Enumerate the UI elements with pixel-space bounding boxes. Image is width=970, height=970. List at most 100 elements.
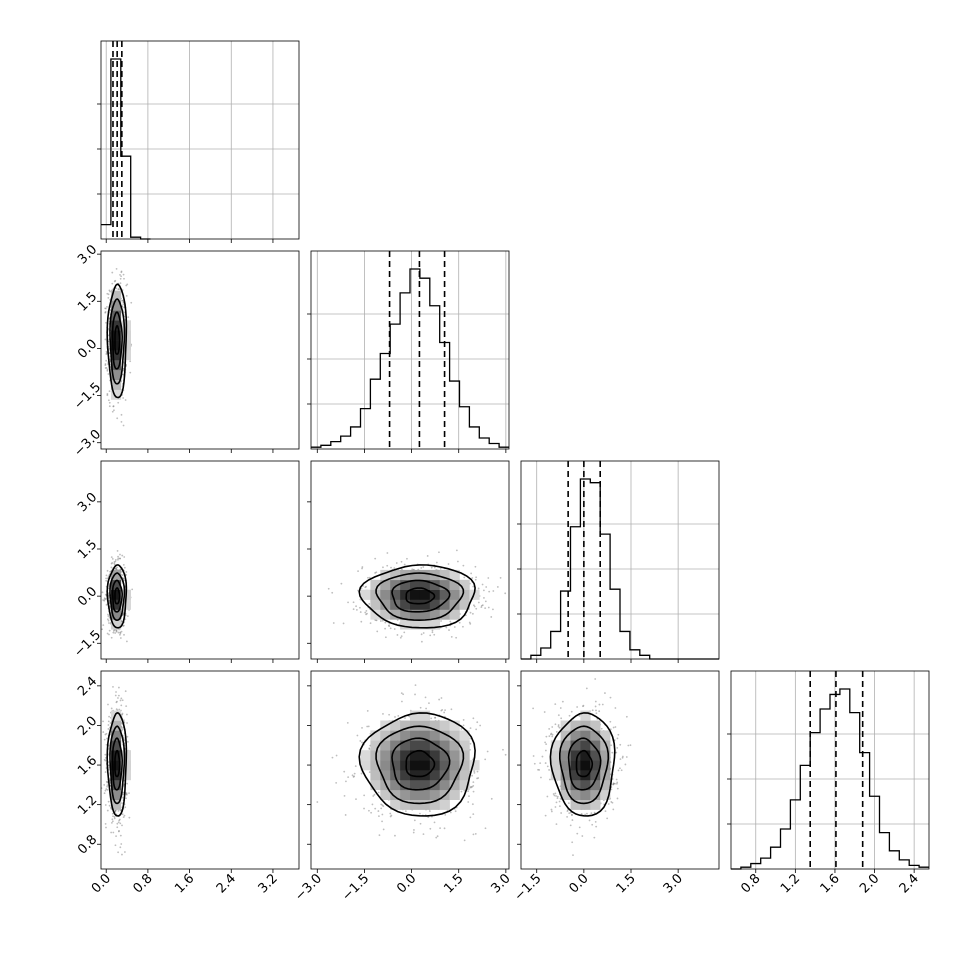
scatter-point xyxy=(388,625,391,628)
density-cell xyxy=(110,389,122,400)
scatter-point xyxy=(110,556,113,558)
scatter-point xyxy=(625,756,628,758)
scatter-point xyxy=(108,405,111,408)
scatter-point xyxy=(492,608,494,611)
scatter-point xyxy=(428,702,430,704)
scatter-point xyxy=(598,710,601,713)
scatter-point xyxy=(440,697,443,699)
scatter-point xyxy=(569,811,572,814)
scatter-point xyxy=(327,587,330,590)
scatter-point xyxy=(475,728,478,731)
density-cell xyxy=(600,730,611,741)
y-tick-label: −3.0 xyxy=(71,427,104,460)
scatter-point xyxy=(578,714,581,717)
scatter-point xyxy=(375,619,378,622)
scatter-point xyxy=(119,846,122,849)
density-cell xyxy=(410,619,421,630)
scatter-point xyxy=(102,599,105,601)
density-cell xyxy=(580,799,591,810)
scatter-point xyxy=(118,818,121,821)
density-cell xyxy=(110,569,122,581)
density-cell xyxy=(550,770,561,781)
scatter-point xyxy=(595,825,598,828)
density-panel-0-3: 0.0 0.8 1.6 2.4 3.2 0.8 1.2 1.6 2.0 2.4 xyxy=(75,670,300,896)
scatter-point xyxy=(115,287,118,290)
scatter-point xyxy=(105,321,107,324)
density-cell xyxy=(419,760,431,771)
scatter-point xyxy=(360,772,363,775)
density-cell xyxy=(449,579,460,590)
scatter-point xyxy=(558,805,561,808)
scatter-point xyxy=(568,714,571,717)
scatter-point xyxy=(473,772,476,774)
density-cell xyxy=(110,379,122,390)
density-cell xyxy=(370,730,381,741)
scatter-point xyxy=(118,819,121,822)
scatter-point xyxy=(117,555,119,558)
contour-line xyxy=(391,579,451,613)
scatter-point xyxy=(370,811,373,814)
scatter-point xyxy=(580,813,583,815)
scatter-point xyxy=(123,814,126,817)
scatter-point xyxy=(467,790,470,793)
scatter-point xyxy=(125,574,128,576)
density-cell xyxy=(419,720,431,731)
histogram-step-line xyxy=(731,688,929,870)
scatter-point xyxy=(332,622,335,624)
density-cell xyxy=(459,599,470,610)
density-cell xyxy=(439,740,450,751)
density-cell xyxy=(429,770,440,781)
x-tick-label: 2.0 xyxy=(857,871,882,896)
scatter-point xyxy=(394,716,396,718)
density-cell xyxy=(590,799,601,810)
scatter-point xyxy=(471,577,474,579)
density-cell xyxy=(560,750,571,761)
density-cell xyxy=(410,710,421,721)
contour-line xyxy=(358,712,476,817)
density-cell xyxy=(419,579,431,590)
density-cell xyxy=(410,760,421,771)
scatter-point xyxy=(615,751,618,754)
scatter-point xyxy=(361,567,363,570)
scatter-point xyxy=(104,307,106,310)
scatter-point xyxy=(123,633,125,636)
scatter-point xyxy=(595,709,597,712)
scatter-point xyxy=(109,290,111,293)
scatter-point xyxy=(457,560,459,563)
scatter-point xyxy=(429,634,432,637)
scatter-point xyxy=(401,700,403,703)
scatter-point xyxy=(450,708,453,711)
density-cell xyxy=(459,730,470,741)
scatter-point xyxy=(532,755,535,757)
scatter-point xyxy=(468,795,470,798)
density-panel-2-3: −1.5 0.0 1.5 3.0 xyxy=(512,670,720,904)
scatter-point xyxy=(395,562,398,564)
scatter-point xyxy=(106,632,109,635)
scatter-point xyxy=(582,704,585,707)
contour-line xyxy=(405,749,436,778)
density-cell xyxy=(580,789,591,800)
density-panel-0-1: −3.0 −1.5 0.0 1.5 3.0 xyxy=(71,242,300,460)
scatter-point xyxy=(106,569,109,572)
scatter-point xyxy=(335,781,338,784)
scatter-point xyxy=(595,712,598,715)
density-cell xyxy=(400,720,411,731)
contour-line xyxy=(375,725,465,805)
density-cell xyxy=(570,799,581,810)
density-cell xyxy=(110,589,122,600)
scatter-point xyxy=(107,800,110,803)
density-cell xyxy=(439,720,450,731)
scatter-point xyxy=(550,810,553,813)
scatter-point xyxy=(404,810,407,812)
scatter-point xyxy=(380,807,383,810)
density-cell xyxy=(600,789,611,800)
scatter-point xyxy=(448,629,450,631)
scatter-point xyxy=(472,784,475,787)
scatter-point xyxy=(629,744,632,747)
density-cell xyxy=(600,760,611,771)
scatter-point xyxy=(578,826,581,829)
scatter-point xyxy=(108,764,110,767)
scatter-point xyxy=(548,778,551,781)
scatter-point xyxy=(365,609,368,612)
scatter-point xyxy=(377,791,380,794)
